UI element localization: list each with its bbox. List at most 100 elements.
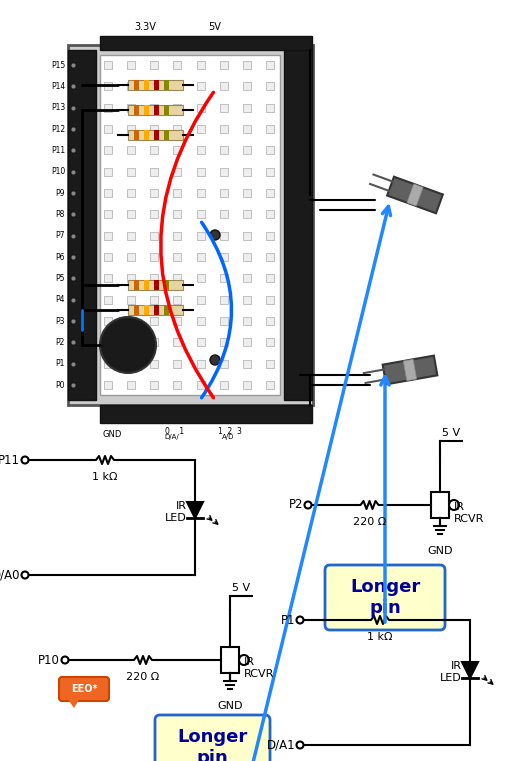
Bar <box>174 82 181 91</box>
Bar <box>243 317 251 325</box>
Text: P2: P2 <box>288 498 303 511</box>
Bar <box>151 210 158 218</box>
Text: 5 V: 5 V <box>232 583 250 593</box>
Bar <box>104 360 112 368</box>
Bar <box>197 189 205 197</box>
Bar <box>197 82 205 91</box>
Bar <box>243 360 251 368</box>
Bar <box>197 125 205 133</box>
Bar <box>174 296 181 304</box>
Bar <box>174 253 181 261</box>
Bar <box>104 339 112 346</box>
Bar <box>154 80 159 90</box>
Bar <box>100 405 312 423</box>
Bar <box>127 339 135 346</box>
Bar <box>144 105 149 115</box>
Text: D/A/: D/A/ <box>165 434 179 440</box>
Bar <box>151 167 158 176</box>
Bar <box>220 339 228 346</box>
Bar <box>197 146 205 154</box>
Bar <box>243 189 251 197</box>
Bar <box>100 36 312 50</box>
Text: P11: P11 <box>51 146 65 154</box>
Bar <box>164 305 169 315</box>
Bar <box>197 210 205 218</box>
Bar <box>144 305 149 315</box>
Bar <box>127 167 135 176</box>
Text: D/A1: D/A1 <box>266 738 295 752</box>
Bar <box>144 80 149 90</box>
Text: A/D: A/D <box>222 434 234 440</box>
Bar <box>266 274 274 282</box>
Text: D/A0: D/A0 <box>0 568 20 581</box>
Bar <box>144 280 149 290</box>
Bar <box>174 360 181 368</box>
Bar <box>220 189 228 197</box>
Circle shape <box>210 355 220 365</box>
Bar <box>243 167 251 176</box>
Text: 5 V: 5 V <box>442 428 460 438</box>
Bar <box>100 55 280 395</box>
Bar <box>197 231 205 240</box>
Bar <box>151 296 158 304</box>
Bar <box>197 381 205 389</box>
Text: GND: GND <box>427 546 453 556</box>
Bar <box>243 210 251 218</box>
Bar <box>266 82 274 91</box>
Bar <box>144 130 149 140</box>
Bar <box>266 296 274 304</box>
Text: GND: GND <box>102 430 122 439</box>
Bar <box>220 253 228 261</box>
Bar <box>221 647 239 673</box>
Bar <box>104 274 112 282</box>
Bar <box>220 82 228 91</box>
Text: 5V: 5V <box>208 22 221 32</box>
Bar <box>128 130 183 140</box>
Bar <box>104 125 112 133</box>
Bar <box>197 103 205 112</box>
Bar <box>197 167 205 176</box>
Bar <box>154 130 159 140</box>
Polygon shape <box>407 184 423 206</box>
Bar <box>104 296 112 304</box>
Bar <box>127 274 135 282</box>
Bar <box>127 103 135 112</box>
Bar <box>243 146 251 154</box>
FancyBboxPatch shape <box>325 565 445 630</box>
Text: P1: P1 <box>281 613 295 626</box>
Bar <box>197 274 205 282</box>
Text: P5: P5 <box>55 274 65 283</box>
Text: P6: P6 <box>55 253 65 262</box>
Bar <box>127 296 135 304</box>
Text: 3.3V: 3.3V <box>134 22 156 32</box>
Bar <box>197 61 205 69</box>
Text: P12: P12 <box>51 125 65 133</box>
Text: 1  2  3: 1 2 3 <box>218 427 242 436</box>
Bar <box>104 189 112 197</box>
Bar <box>243 296 251 304</box>
Bar <box>151 253 158 261</box>
Bar <box>174 61 181 69</box>
Bar <box>174 339 181 346</box>
Text: EEO*: EEO* <box>71 684 97 694</box>
Bar <box>104 253 112 261</box>
Bar <box>127 231 135 240</box>
Bar <box>154 280 159 290</box>
Text: GND: GND <box>217 701 243 711</box>
Bar <box>197 253 205 261</box>
Bar <box>243 339 251 346</box>
Bar <box>154 105 159 115</box>
Text: P0: P0 <box>55 380 65 390</box>
Text: P14: P14 <box>51 82 65 91</box>
Bar <box>151 61 158 69</box>
Bar <box>220 167 228 176</box>
Bar <box>266 103 274 112</box>
Polygon shape <box>403 359 417 380</box>
Bar <box>134 105 139 115</box>
Bar <box>127 210 135 218</box>
Bar <box>104 103 112 112</box>
Bar <box>151 231 158 240</box>
Bar <box>134 280 139 290</box>
Text: P3: P3 <box>55 317 65 326</box>
Bar <box>164 80 169 90</box>
